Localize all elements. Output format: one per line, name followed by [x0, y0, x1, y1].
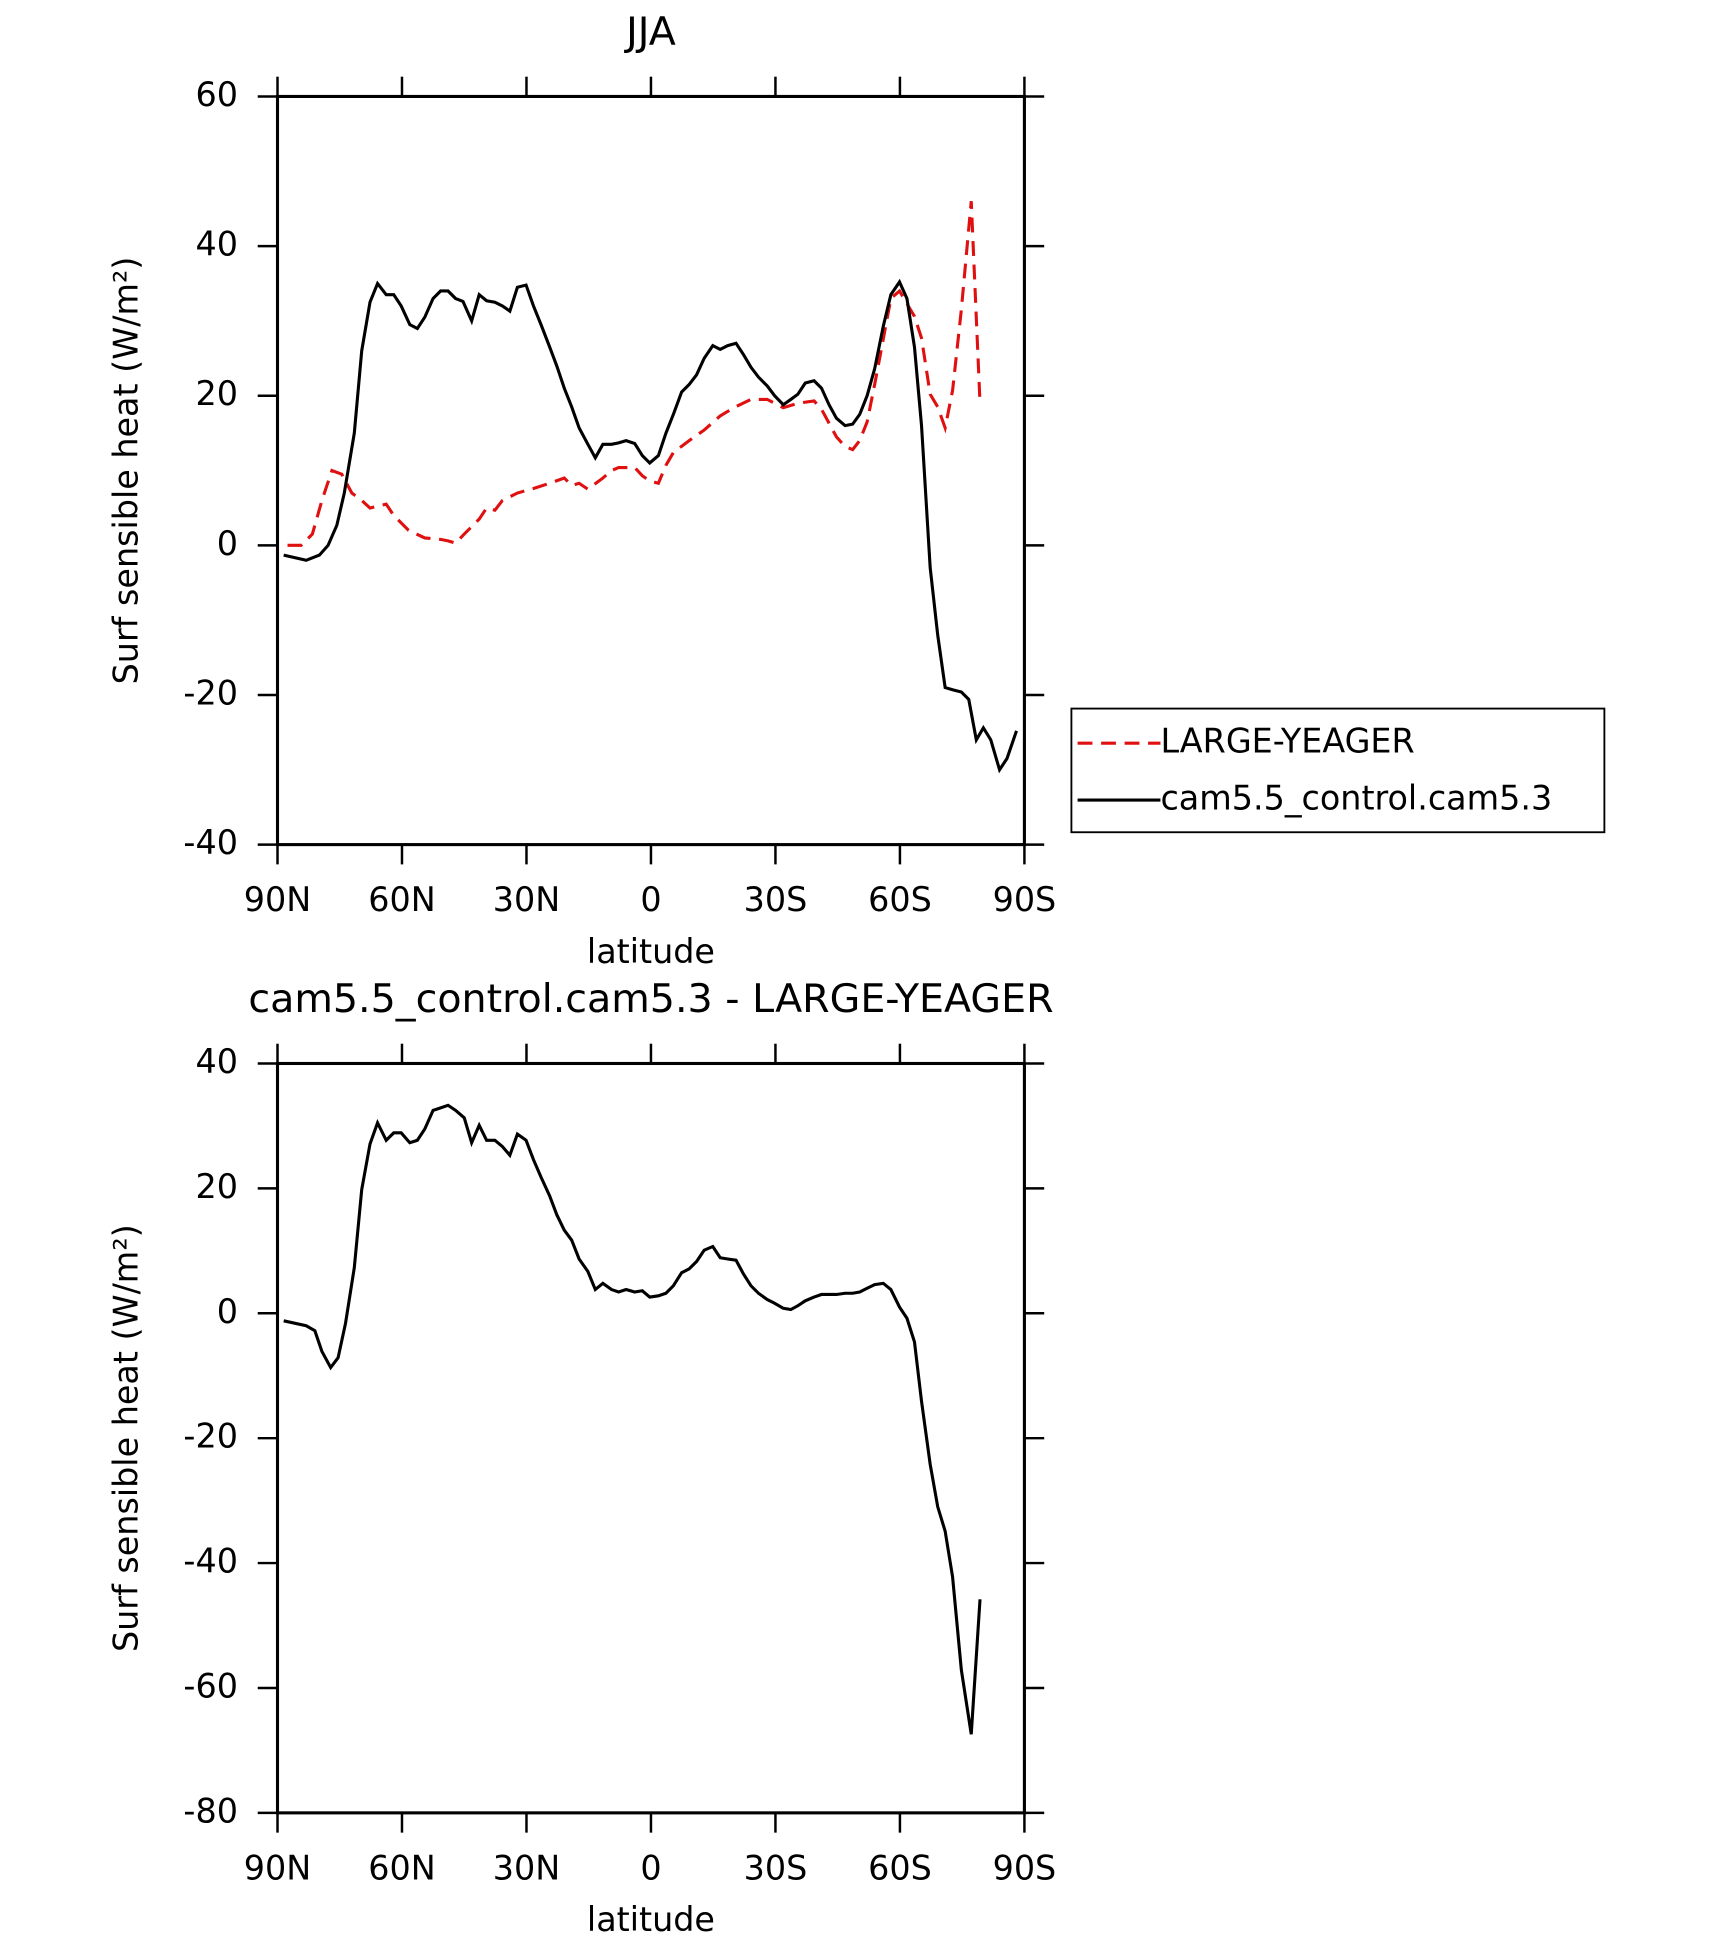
legend-box	[1070, 707, 1606, 834]
chart-title: JJA	[623, 9, 676, 55]
data-line	[283, 278, 1018, 774]
x-tick-label: 90N	[244, 1848, 311, 1887]
x-axis-label: latitude	[587, 1900, 715, 1939]
y-tick-label: -80	[183, 1791, 238, 1830]
x-tick-label: 30S	[744, 1848, 808, 1887]
x-tick-label: 60S	[868, 1848, 932, 1887]
y-tick-label: 20	[195, 1167, 237, 1206]
plot-frame	[275, 1061, 1026, 1815]
x-tick-label: 0	[640, 880, 661, 919]
y-tick-label: -20	[183, 673, 238, 712]
y-tick-label: -20	[183, 1417, 238, 1456]
y-axis-label: Surf sensible heat (W/m²)	[106, 1224, 145, 1652]
legend-label: LARGE-YEAGER	[1160, 722, 1414, 761]
y-tick-label: 40	[195, 225, 237, 264]
x-tick-label: 60N	[368, 880, 435, 919]
x-tick-label: 30N	[493, 1848, 560, 1887]
legend-label: cam5.5_control.cam5.3	[1160, 779, 1552, 818]
x-tick-label: 0	[640, 1848, 661, 1887]
y-axis-label: Surf sensible heat (W/m²)	[106, 257, 145, 685]
y-tick-label: -40	[183, 1542, 238, 1581]
x-tick-label: 90N	[244, 880, 311, 919]
y-tick-label: 40	[195, 1042, 237, 1081]
y-tick-label: 0	[217, 524, 238, 563]
y-tick-label: -60	[183, 1666, 238, 1705]
x-tick-label: 30S	[744, 880, 808, 919]
chart-title: cam5.5_control.cam5.3 - LARGE-YEAGER	[248, 976, 1053, 1022]
data-line	[287, 201, 982, 547]
y-tick-label: 20	[195, 374, 237, 413]
y-tick-label: -40	[183, 823, 238, 862]
x-tick-label: 90S	[993, 1848, 1057, 1887]
y-tick-label: 60	[195, 75, 237, 114]
y-tick-label: 0	[217, 1292, 238, 1331]
x-tick-label: 60N	[368, 1848, 435, 1887]
x-tick-label: 90S	[993, 880, 1057, 919]
plot-frame	[275, 94, 1026, 847]
x-tick-label: 60S	[868, 880, 932, 919]
data-line	[283, 1103, 982, 1735]
x-axis-label: latitude	[587, 932, 715, 971]
x-tick-label: 30N	[493, 880, 560, 919]
